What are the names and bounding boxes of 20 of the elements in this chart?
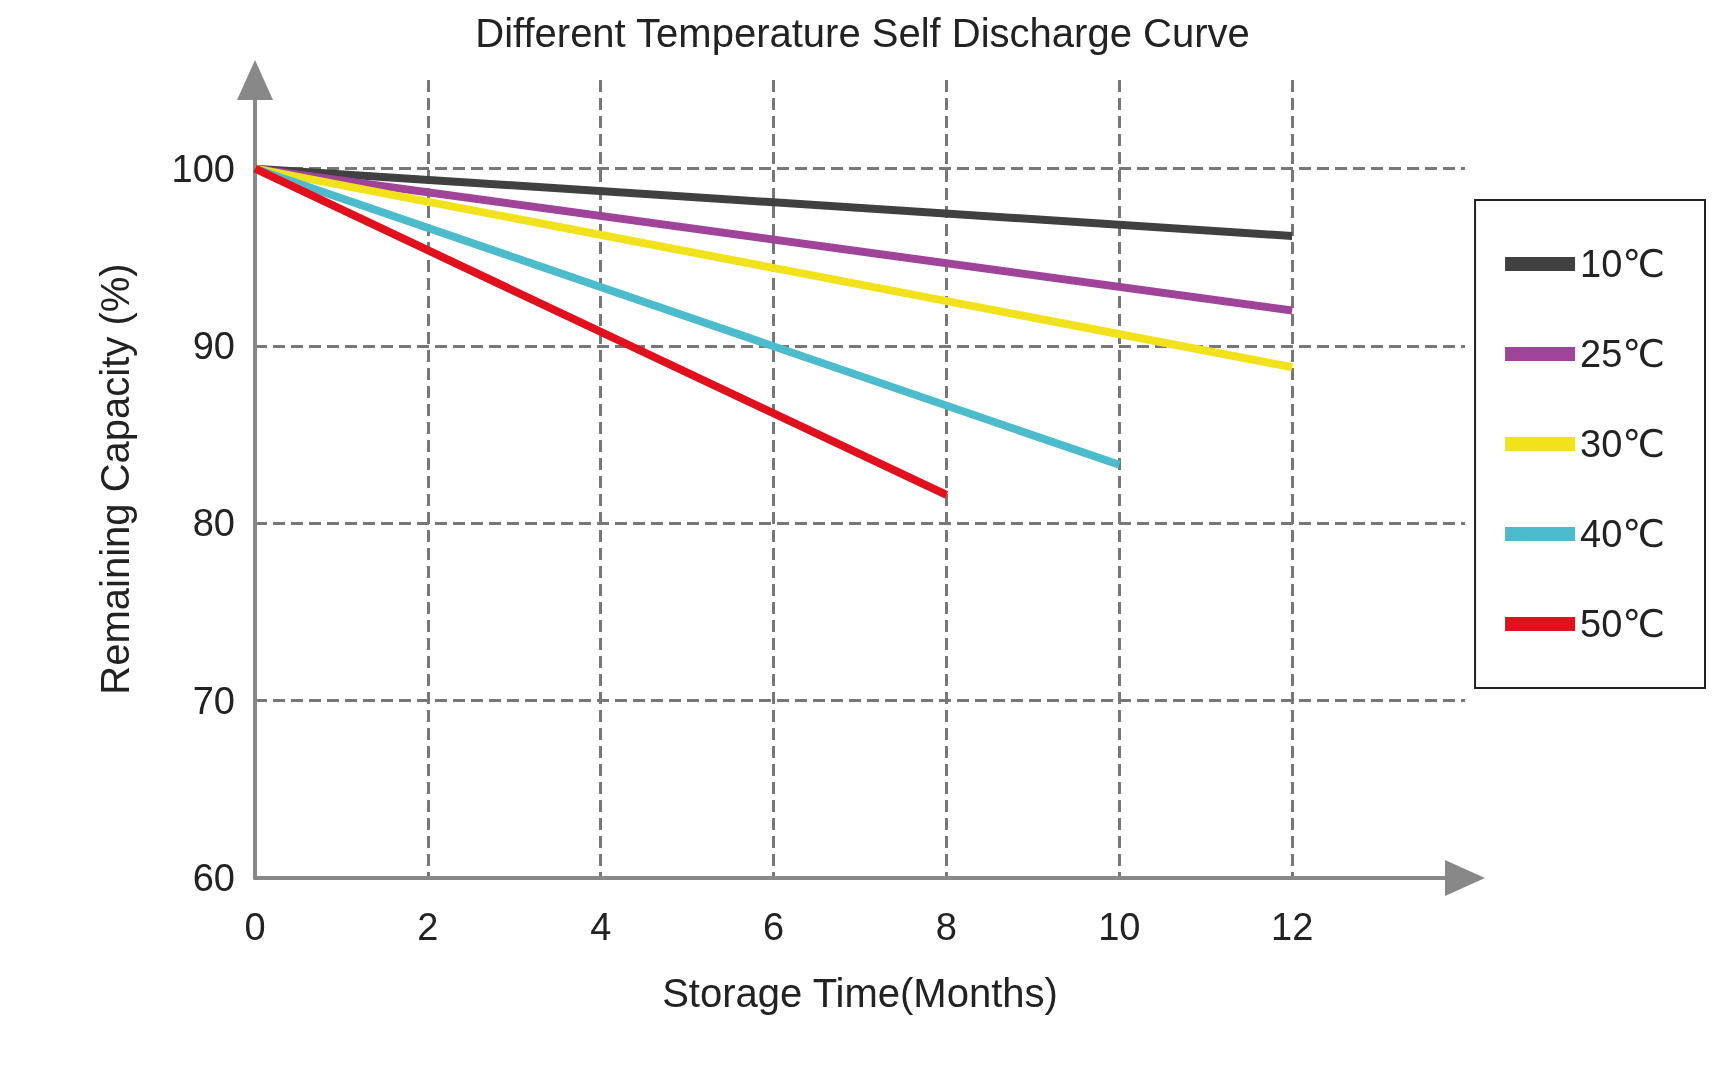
legend-label: 40℃ [1580,513,1666,555]
chart-title: Different Temperature Self Discharge Curve [475,11,1250,55]
legend-label: 50℃ [1580,603,1666,645]
y-tick-label: 70 [192,679,235,722]
y-tick-label: 90 [192,325,235,367]
x-tick-label: 2 [417,906,439,948]
y-tick-label: 60 [192,857,235,899]
x-tick-label: 12 [1271,906,1314,948]
x-axis-title: Storage Time(Months) [662,971,1058,1015]
legend-label: 10℃ [1580,243,1666,285]
x-tick-label: 4 [590,906,612,948]
y-tick-label: 100 [171,147,235,190]
x-tick-label: 6 [763,906,785,948]
y-tick-label: 80 [192,502,235,545]
x-tick-label: 8 [935,906,957,948]
y-axis-title: Remaining Capacity (%) [93,263,137,695]
legend-label: 30℃ [1580,423,1666,465]
legend-label: 25℃ [1580,333,1666,375]
x-tick-label: 0 [244,906,266,948]
x-tick-label: 10 [1098,906,1141,948]
